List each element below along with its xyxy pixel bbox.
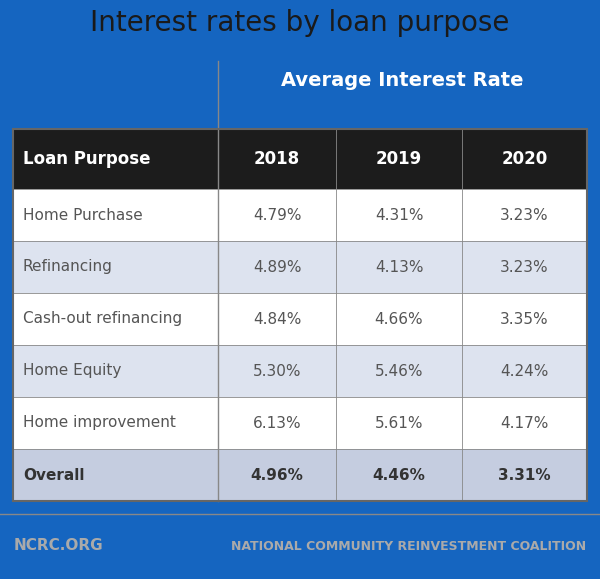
Text: 4.46%: 4.46% [373,467,425,482]
Text: 2019: 2019 [376,150,422,168]
Text: 4.96%: 4.96% [251,467,304,482]
Text: 4.84%: 4.84% [253,312,301,327]
Text: 5.61%: 5.61% [375,416,423,431]
Text: 5.30%: 5.30% [253,364,301,379]
Text: 4.17%: 4.17% [500,416,548,431]
Bar [13,189,587,241]
Text: NATIONAL COMMUNITY REINVESTMENT COALITION: NATIONAL COMMUNITY REINVESTMENT COALITIO… [231,540,586,552]
Text: 3.23%: 3.23% [500,259,549,274]
Text: 3.35%: 3.35% [500,312,549,327]
Text: 4.24%: 4.24% [500,364,548,379]
Text: Home Equity: Home Equity [23,364,121,379]
Text: 2020: 2020 [502,150,548,168]
Text: 3.31%: 3.31% [498,467,551,482]
Bar [13,449,587,501]
Bar [13,241,587,293]
Text: Loan Purpose: Loan Purpose [23,150,151,168]
Text: 4.79%: 4.79% [253,207,301,222]
Bar [0,514,600,579]
Bar [13,345,587,397]
Text: 6.13%: 6.13% [253,416,301,431]
Text: Cash-out refinancing: Cash-out refinancing [23,312,182,327]
Bar [13,129,587,501]
Text: 5.46%: 5.46% [375,364,423,379]
Text: Refinancing: Refinancing [23,259,113,274]
Text: 2018: 2018 [254,150,300,168]
Text: 4.13%: 4.13% [375,259,423,274]
Bar [13,397,587,449]
Text: 3.23%: 3.23% [500,207,549,222]
Text: Home improvement: Home improvement [23,416,176,431]
Text: Average Interest Rate: Average Interest Rate [281,71,524,90]
Text: Overall: Overall [23,467,85,482]
Text: Interest rates by loan purpose: Interest rates by loan purpose [91,9,509,37]
Text: NCRC.ORG: NCRC.ORG [14,538,104,554]
Text: 4.31%: 4.31% [375,207,423,222]
Bar [13,293,587,345]
Text: Home Purchase: Home Purchase [23,207,143,222]
Text: 4.66%: 4.66% [374,312,424,327]
Text: 4.89%: 4.89% [253,259,301,274]
Bar [13,129,587,189]
